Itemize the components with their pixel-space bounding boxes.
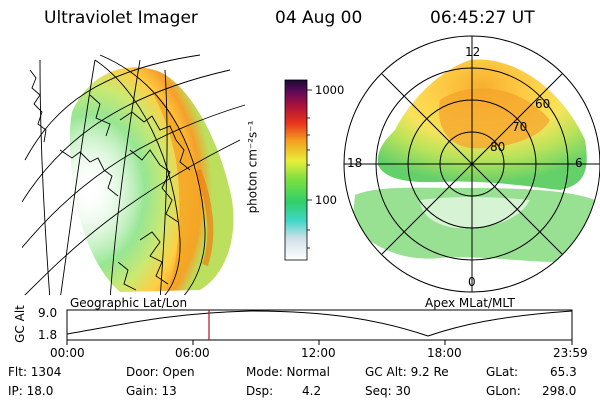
x-tick-0000: 00:00 <box>50 346 85 360</box>
instrument-title: Ultraviolet Imager <box>44 8 198 28</box>
geographic-image <box>22 54 246 295</box>
colorbar-tick-1000: 1000 <box>315 83 345 97</box>
altitude-curve <box>66 310 573 337</box>
status-dsp: Dsp: <box>246 384 274 398</box>
mlt-label-6: 6 <box>575 156 583 170</box>
x-tick-1200: 12:00 <box>301 346 336 360</box>
status-seq: Seq: 30 <box>365 384 411 398</box>
mlt-label-18: 18 <box>347 156 363 170</box>
lat-label-70: 70 <box>512 120 528 134</box>
colorbar <box>284 79 308 261</box>
status-flt: Flt: 1304 <box>8 365 62 379</box>
status-glat: GLat: <box>486 365 519 379</box>
polar-grid <box>343 35 600 293</box>
lat-label-60: 60 <box>535 97 551 111</box>
x-tick-1800: 18:00 <box>427 346 462 360</box>
altitude-plot-frame <box>66 309 573 341</box>
left-panel-caption: Geographic Lat/Lon <box>70 296 188 310</box>
status-dsp-value: 4.2 <box>302 384 322 398</box>
status-ip: IP: 18.0 <box>8 384 54 398</box>
status-glon-value: 298.0 <box>542 384 577 398</box>
colorbar-tick-100: 100 <box>315 193 337 207</box>
status-glat-value: 65.3 <box>550 365 577 379</box>
status-mode: Mode: Normal <box>246 365 330 379</box>
status-door: Door: Open <box>126 365 195 379</box>
date-label: 04 Aug 00 <box>275 8 363 28</box>
mlt-label-12: 12 <box>465 45 481 59</box>
alt-ylabel: GC Alt <box>13 305 27 343</box>
colorbar-label: photon cm⁻²s⁻¹ <box>245 120 260 214</box>
polar-image <box>352 59 595 262</box>
time-label: 06:45:27 UT <box>430 8 535 28</box>
alt-ytick-low: 1.8 <box>38 328 58 342</box>
mlt-label-0: 0 <box>468 275 476 289</box>
x-tick-0600: 06:00 <box>175 346 210 360</box>
lat-label-80: 80 <box>490 140 506 154</box>
status-gc-alt: GC Alt: 9.2 Re <box>365 365 449 379</box>
coastline-outline <box>29 69 191 291</box>
right-panel-caption: Apex MLat/MLT <box>425 296 515 310</box>
status-gain: Gain: 13 <box>126 384 177 398</box>
x-tick-2359: 23:59 <box>553 346 588 360</box>
status-glon: GLon: <box>486 384 521 398</box>
alt-ytick-high: 9.0 <box>38 306 58 320</box>
